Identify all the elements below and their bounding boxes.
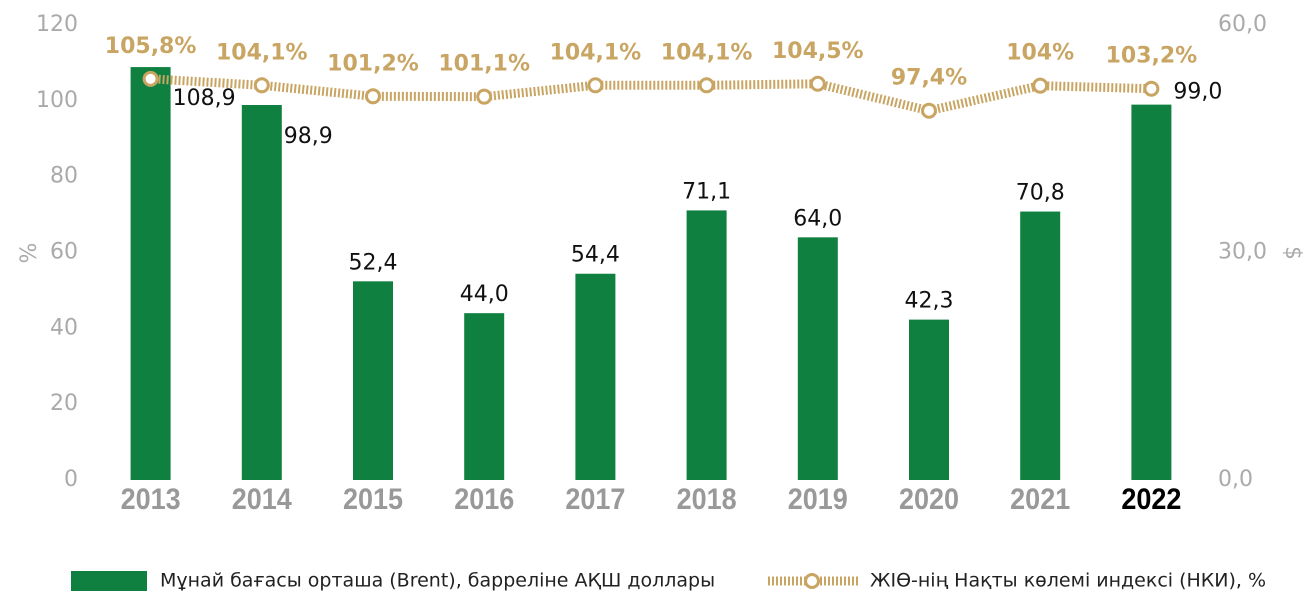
bar-value-label: 54,4 bbox=[571, 243, 620, 268]
bar bbox=[797, 237, 838, 480]
line-point bbox=[142, 70, 159, 87]
bar-value-label: 52,4 bbox=[349, 250, 398, 275]
bar bbox=[1131, 104, 1172, 480]
bar bbox=[909, 319, 949, 480]
bar bbox=[241, 105, 282, 481]
x-tick-label: 2020 bbox=[899, 483, 959, 517]
bar-value-label: 64,0 bbox=[793, 206, 842, 231]
legend-label: ЖIӨ-нiң Нақты көлемi индексi (НКИ), % bbox=[870, 570, 1266, 592]
bar bbox=[464, 313, 505, 480]
line-point bbox=[698, 77, 715, 94]
x-tick-label: 2013 bbox=[121, 483, 181, 517]
y-tick-label: 40 bbox=[50, 315, 78, 340]
bar-value-label: 42,3 bbox=[905, 289, 954, 314]
bar-value-label: 108,9 bbox=[173, 86, 236, 111]
y-tick-label: 0 bbox=[64, 467, 78, 492]
bar-value-label: 98,9 bbox=[284, 124, 333, 149]
bar-value-label: 44,0 bbox=[460, 282, 509, 307]
y2-tick-label: 0,0 bbox=[1218, 467, 1253, 492]
y2-tick-label: 30,0 bbox=[1218, 240, 1267, 265]
line-value-label: 105,8% bbox=[105, 34, 197, 59]
line-value-label: 97,4% bbox=[891, 66, 967, 91]
y-tick-label: 20 bbox=[50, 391, 78, 416]
legend-swatch bbox=[804, 573, 820, 589]
x-tick-label: 2016 bbox=[454, 483, 514, 517]
line-value-label: 101,1% bbox=[438, 52, 530, 77]
y2-tick-label: 60,0 bbox=[1218, 12, 1267, 37]
x-tick-label: 2014 bbox=[232, 483, 292, 517]
bar-value-label: 70,8 bbox=[1016, 181, 1065, 206]
line-point bbox=[253, 77, 270, 94]
line-point bbox=[809, 75, 826, 92]
x-tick-label: 2022 bbox=[1121, 483, 1181, 517]
y-tick-label: 60 bbox=[50, 240, 78, 265]
line-value-label: 104,5% bbox=[772, 39, 864, 64]
line bbox=[150, 74, 1152, 116]
y-tick-label: 120 bbox=[36, 12, 78, 37]
x-tick-label: 2017 bbox=[565, 483, 625, 517]
bar bbox=[686, 210, 727, 480]
bar bbox=[575, 273, 616, 480]
line-point bbox=[365, 88, 381, 105]
line-value-label: 103,2% bbox=[1106, 44, 1198, 69]
line-value-label: 101,2% bbox=[327, 51, 419, 76]
legend-label: Мұнай бағасы орташа (Brent), баррелiне А… bbox=[160, 570, 715, 592]
x-tick-label: 2019 bbox=[788, 483, 848, 517]
bar bbox=[353, 281, 393, 480]
y-tick-label: 80 bbox=[50, 164, 78, 189]
line-point bbox=[1032, 77, 1049, 94]
line-value-label: 104,1% bbox=[216, 40, 308, 65]
legend-swatch bbox=[71, 571, 147, 591]
y2-axis-label: $ bbox=[1280, 246, 1305, 260]
line-value-label: 104,1% bbox=[550, 40, 642, 65]
bar bbox=[1020, 211, 1061, 481]
line-point bbox=[1143, 80, 1160, 97]
line-point bbox=[476, 88, 493, 105]
bar-value-label: 71,1 bbox=[682, 179, 731, 204]
line-point bbox=[587, 77, 604, 94]
bar bbox=[130, 67, 171, 481]
bar-value-label: 99,0 bbox=[1173, 80, 1222, 105]
y-tick-label: 100 bbox=[36, 88, 78, 113]
line-point bbox=[921, 102, 937, 119]
x-tick-label: 2021 bbox=[1010, 483, 1070, 517]
x-tick-label: 2015 bbox=[343, 483, 403, 517]
y-axis-label: % bbox=[17, 243, 42, 264]
x-tick-label: 2018 bbox=[677, 483, 737, 517]
line-value-label: 104,1% bbox=[661, 40, 753, 65]
line-value-label: 104% bbox=[1006, 41, 1074, 66]
